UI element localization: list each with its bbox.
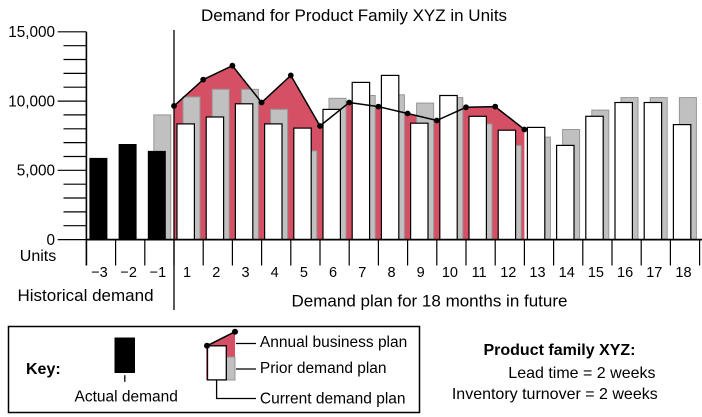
svg-text:8: 8 xyxy=(387,265,395,281)
svg-text:Key:: Key: xyxy=(26,361,61,378)
svg-text:Demand for Product Family XYZ: Demand for Product Family XYZ in Units xyxy=(201,6,507,25)
svg-text:Annual business plan: Annual business plan xyxy=(260,334,407,351)
svg-text:18: 18 xyxy=(675,265,691,281)
svg-text:Actual demand: Actual demand xyxy=(74,389,177,406)
svg-text:Inventory turnover = 2 weeks: Inventory turnover = 2 weeks xyxy=(452,386,658,403)
svg-text:−2: −2 xyxy=(120,265,137,281)
svg-text:2: 2 xyxy=(212,265,220,281)
svg-text:10: 10 xyxy=(442,265,458,281)
svg-text:15: 15 xyxy=(588,265,604,281)
svg-text:Demand plan for 18 months in f: Demand plan for 18 months in future xyxy=(292,292,568,311)
svg-text:10,000: 10,000 xyxy=(8,93,55,110)
svg-text:−3: −3 xyxy=(91,265,108,281)
svg-text:Prior demand plan: Prior demand plan xyxy=(260,360,387,377)
svg-text:3: 3 xyxy=(241,265,249,281)
svg-text:0: 0 xyxy=(46,232,55,249)
svg-text:1: 1 xyxy=(183,265,191,281)
svg-text:16: 16 xyxy=(617,265,633,281)
svg-text:Lead time = 2 weeks: Lead time = 2 weeks xyxy=(508,365,655,382)
svg-text:−1: −1 xyxy=(150,265,167,281)
svg-text:11: 11 xyxy=(472,265,487,281)
svg-text:14: 14 xyxy=(559,265,575,281)
svg-text:Product family XYZ:: Product family XYZ: xyxy=(483,342,635,359)
svg-text:9: 9 xyxy=(417,265,425,281)
svg-text:Historical demand: Historical demand xyxy=(17,286,153,305)
svg-text:17: 17 xyxy=(646,265,662,281)
svg-text:15,000: 15,000 xyxy=(8,24,55,41)
svg-text:12: 12 xyxy=(500,265,516,281)
svg-text:5: 5 xyxy=(300,265,308,281)
svg-text:4: 4 xyxy=(271,265,279,281)
svg-text:5,000: 5,000 xyxy=(17,163,55,180)
svg-text:Current demand plan: Current demand plan xyxy=(260,391,406,408)
svg-text:6: 6 xyxy=(329,265,337,281)
svg-text:7: 7 xyxy=(358,265,366,281)
svg-text:Units: Units xyxy=(20,248,56,265)
svg-text:13: 13 xyxy=(529,265,545,281)
